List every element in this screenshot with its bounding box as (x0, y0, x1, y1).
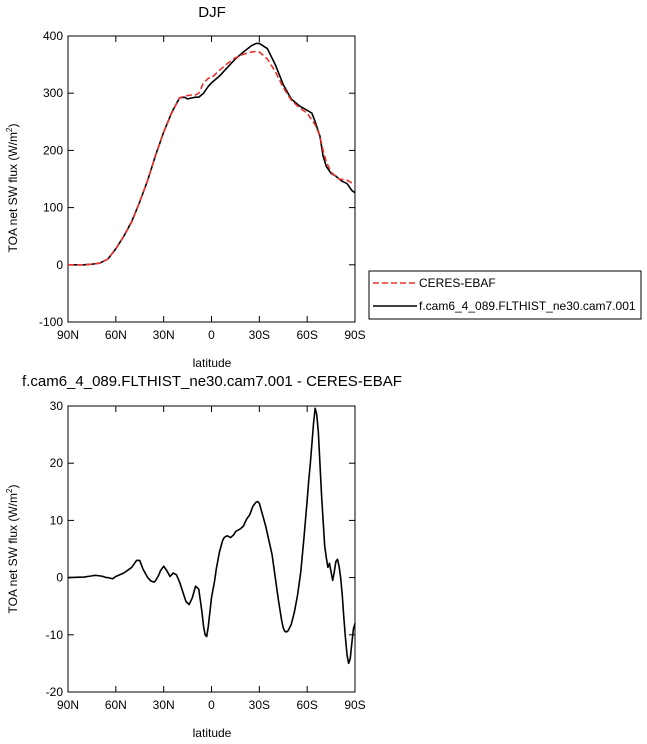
y-tick-label: 0 (56, 258, 63, 272)
y-tick-label: 0 (56, 571, 63, 585)
top-chart-ylabel-close: ) (6, 124, 20, 128)
y-tick-label: 400 (43, 29, 63, 43)
series-line-difference (67, 407, 356, 665)
top-chart-title: DJF (198, 4, 226, 21)
legend-label-model: f.cam6_4_089.FLTHIST_ne30.cam7.001 (419, 299, 636, 313)
bottom-chart-ylabel-close: ) (6, 485, 20, 489)
bottom-chart-series (67, 407, 356, 665)
x-tick-label: 60S (296, 328, 317, 342)
y-tick-label: -20 (46, 685, 64, 699)
bottom-chart-x-ticks: 90N 60N 30N 0 30S 60S 90S (57, 406, 366, 712)
bottom-chart-y-ticks: -20 -10 0 10 20 30 (46, 399, 355, 699)
x-tick-label: 60N (105, 328, 127, 342)
top-chart-ylabel: TOA net SW flux (W/m2) (5, 124, 20, 253)
x-tick-label: 90N (57, 328, 79, 342)
y-tick-label: 300 (43, 86, 63, 100)
x-tick-label: 90S (344, 328, 365, 342)
legend-box (368, 270, 642, 320)
y-tick-label: 10 (50, 513, 64, 527)
top-chart-frame (67, 35, 356, 323)
series-line-model (68, 42, 356, 266)
legend-label-ceres: CERES-EBAF (419, 276, 496, 290)
top-chart-xlabel: latitude (193, 356, 232, 370)
bottom-chart: f.cam6_4_089.FLTHIST_ne30.cam7.001 - CER… (5, 373, 402, 740)
bottom-chart-xlabel: latitude (193, 726, 232, 740)
bottom-chart-ylabel: TOA net SW flux (W/m2) (5, 485, 20, 614)
x-tick-label: 60S (296, 698, 317, 712)
x-tick-label: 90N (57, 698, 79, 712)
x-tick-label: 30N (153, 328, 175, 342)
y-tick-label: 200 (43, 143, 63, 157)
top-chart-series (68, 42, 356, 266)
y-tick-label: -10 (46, 628, 64, 642)
x-tick-label: 90S (344, 698, 365, 712)
x-tick-label: 30S (249, 698, 270, 712)
top-chart-legend: CERES-EBAF f.cam6_4_089.FLTHIST_ne30.cam… (368, 270, 642, 320)
y-tick-label: -100 (39, 315, 63, 329)
x-tick-label: 30S (249, 328, 270, 342)
x-tick-label: 60N (105, 698, 127, 712)
top-chart-y-ticks: -100 0 100 200 300 400 (39, 29, 355, 329)
top-chart-x-ticks: 90N 60N 30N 0 30S 60S 90S (57, 36, 366, 342)
top-chart-ylabel-sup: 2 (5, 127, 14, 132)
y-tick-label: 100 (43, 201, 63, 215)
x-tick-label: 30N (153, 698, 175, 712)
series-line-ceres-ebaf (68, 50, 356, 266)
y-tick-label: 30 (50, 399, 64, 413)
bottom-chart-ylabel-sup: 2 (5, 488, 14, 493)
top-chart-ylabel-main: TOA net SW flux (W/m (6, 132, 20, 252)
y-tick-label: 20 (50, 456, 64, 470)
x-tick-label: 0 (208, 698, 215, 712)
x-tick-label: 0 (208, 328, 215, 342)
bottom-chart-ylabel-main: TOA net SW flux (W/m (6, 493, 20, 613)
bottom-chart-title: f.cam6_4_089.FLTHIST_ne30.cam7.001 - CER… (22, 373, 402, 390)
top-chart: DJF 90N 60N 30N 0 30S 60S 90S -100 0 100 200 300 40… (5, 4, 642, 370)
